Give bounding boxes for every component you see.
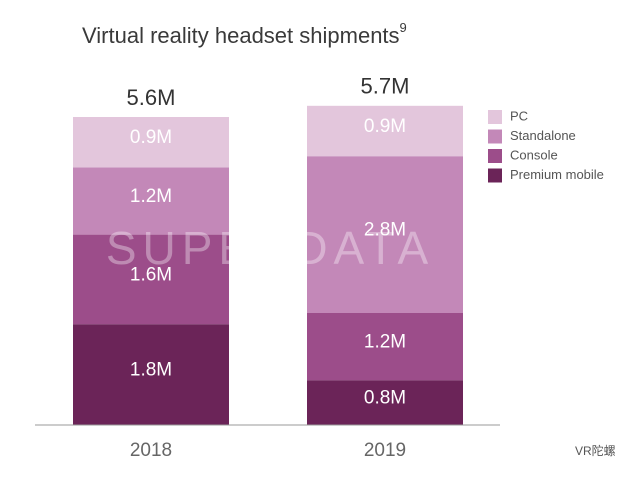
value-label: 0.9M [364, 116, 406, 137]
legend-swatch [488, 168, 502, 183]
bar-segment [73, 167, 229, 235]
plot: 1.8M 1.6M 1.2M 0.9M 5.6M 2018 0.8M 1.2M 2.8M 0.9M… [73, 74, 604, 461]
legend-label: Premium mobile [510, 167, 604, 182]
value-label: 1.8M [130, 360, 172, 381]
value-label: 1.2M [364, 332, 406, 353]
legend-label: Standalone [510, 128, 576, 143]
bar-segment [307, 380, 463, 425]
total-label: 5.7M [361, 74, 410, 99]
value-label: 0.8M [364, 388, 406, 409]
bar-segment [307, 156, 463, 313]
legend-label: PC [510, 108, 528, 123]
legend-label: Console [510, 147, 558, 162]
chart-title: Virtual reality headset shipments9 [82, 20, 407, 47]
bar-segment [307, 313, 463, 381]
value-label: 2.8M [364, 220, 406, 241]
x-tick-label: 2018 [130, 440, 172, 461]
bar-segment [73, 117, 229, 168]
title-note: 9 [400, 20, 407, 35]
bar-segment [73, 324, 229, 425]
legend-swatch [488, 149, 502, 163]
bar-segment [307, 105, 463, 157]
title-text: Virtual reality headset shipments [82, 23, 400, 48]
value-label: 0.9M [130, 127, 172, 148]
badge: VR陀螺 [575, 443, 616, 458]
total-label: 5.6M [127, 85, 176, 110]
bar-segment [73, 234, 229, 325]
x-tick-label: 2019 [364, 440, 406, 461]
value-label: 1.6M [130, 264, 172, 285]
legend-swatch [488, 110, 502, 124]
value-label: 1.2M [130, 186, 172, 207]
legend-swatch [488, 129, 502, 144]
watermark: SUPERDATA [106, 222, 434, 274]
